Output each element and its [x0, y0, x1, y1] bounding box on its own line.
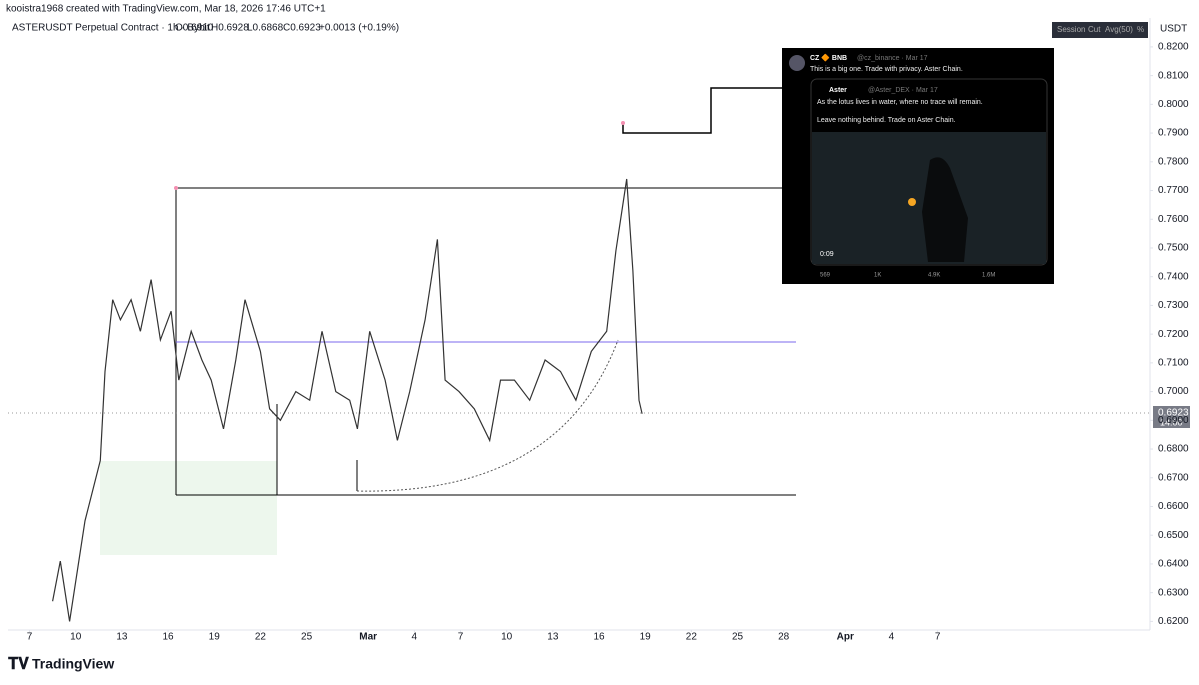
quote-text: Leave nothing behind. Trade on Aster Cha… [817, 117, 956, 124]
x-tick-label: Mar [359, 632, 377, 643]
y-tick-label: 0.6700 [1158, 472, 1189, 483]
ohlc-open: O0.6910 [175, 23, 214, 34]
y-tick-label: 0.6400 [1158, 559, 1189, 570]
x-tick-label: 13 [547, 632, 559, 643]
x-tick-label: 22 [686, 632, 698, 643]
anchor [621, 121, 625, 125]
y-tick-label: 0.6200 [1158, 616, 1189, 627]
y-tick-label: 0.8100 [1158, 70, 1189, 81]
y-tick-label: 0.6800 [1158, 444, 1189, 455]
y-tick-label: 0.6300 [1158, 587, 1189, 598]
currency: USDT [1160, 24, 1187, 35]
price-tag-time: 14:00 [1160, 417, 1183, 427]
quote-handle: @Aster_DEX · Mar 17 [868, 87, 938, 94]
price-line [52, 178, 643, 622]
quote-box [810, 78, 1048, 266]
ohlc-close: C0.6923 [283, 23, 321, 34]
x-tick-label: 7 [458, 632, 464, 643]
toolbar [1052, 22, 1148, 38]
button[interactable]: Session [1057, 25, 1085, 34]
avatar [789, 55, 805, 71]
button[interactable]: % [1137, 25, 1144, 34]
y-tick-label: 0.7600 [1158, 214, 1189, 225]
y-tick-label: 0.8200 [1158, 42, 1189, 53]
symbol: ASTERUSDT Perpetual Contract · 1h · Bybi… [12, 23, 210, 34]
y-tick-label: 0.7500 [1158, 243, 1189, 254]
x-tick-label: 16 [593, 632, 605, 643]
x-tick-label: 16 [163, 632, 175, 643]
quote-author: Aster [829, 87, 847, 94]
x-tick-label: 10 [70, 632, 82, 643]
stat: 4.9K [928, 273, 940, 279]
curve [356, 339, 619, 492]
x-tick-label: Apr [837, 632, 854, 643]
y-tick-label: 0.7000 [1158, 386, 1189, 397]
anchor [174, 186, 178, 190]
ohlc-low: L0.6868 [247, 23, 284, 34]
y-tick-label: 0.6500 [1158, 530, 1189, 541]
y-tick-label: 0.7100 [1158, 358, 1189, 369]
y-tick-label: 0.8000 [1158, 99, 1189, 110]
y-tick-label: 0.6900 [1158, 415, 1189, 426]
button[interactable]: Cut [1088, 25, 1101, 34]
x-tick-label: 4 [889, 632, 895, 643]
x-tick-label: 7 [935, 632, 941, 643]
x-tick-label: 7 [27, 632, 33, 643]
logo: 𝐓𝐕 [8, 656, 29, 673]
ohlc-change: +0.0013 (+0.19%) [319, 23, 399, 34]
video-time: 0:09 [820, 251, 834, 258]
tweet-author: CZ 🔶 BNB [810, 53, 847, 62]
stat: 1K [874, 273, 881, 279]
footer: TradingView [32, 656, 114, 672]
glow [908, 198, 916, 206]
x-tick-label: 13 [116, 632, 128, 643]
drawings [8, 87, 1150, 555]
x-tick-label: 22 [255, 632, 267, 643]
price-tag-value: 0.6923 [1158, 408, 1189, 419]
y-tick-label: 0.7900 [1158, 128, 1189, 139]
x-tick-label: 10 [501, 632, 513, 643]
x-tick-label: 25 [301, 632, 313, 643]
y-tick-label: 0.7800 [1158, 156, 1189, 167]
zone [100, 461, 277, 555]
tweet: CZ 🔶 BNB @cz_binance · Mar 17 This is a … [782, 48, 1054, 284]
step-line [622, 87, 783, 134]
x-tick-label: 19 [640, 632, 652, 643]
tweet-text: This is a big one. Trade with privacy. A… [810, 66, 963, 73]
x-tick-label: 19 [209, 632, 221, 643]
tweet-handle: @cz_binance · Mar 17 [857, 55, 928, 62]
figure [922, 157, 968, 262]
x-tick-label: 25 [732, 632, 744, 643]
y-tick-label: 0.7700 [1158, 185, 1189, 196]
button[interactable]: Avg(50) [1105, 25, 1133, 34]
credit: kooistra1968 created with TradingView.co… [6, 4, 326, 15]
stat: 569 [820, 273, 831, 279]
y-tick-label: 0.7200 [1158, 329, 1189, 340]
ohlc-high: H0.6928 [211, 23, 249, 34]
quote-text: As the lotus lives in water, where no tr… [817, 99, 983, 106]
y-tick-label: 0.6600 [1158, 501, 1189, 512]
x-tick-label: 28 [778, 632, 790, 643]
x-tick-label: 4 [412, 632, 418, 643]
y-tick-label: 0.7400 [1158, 271, 1189, 282]
price-tag [1153, 406, 1190, 428]
stat: 1.6M [982, 273, 995, 279]
y-tick-label: 0.7300 [1158, 300, 1189, 311]
